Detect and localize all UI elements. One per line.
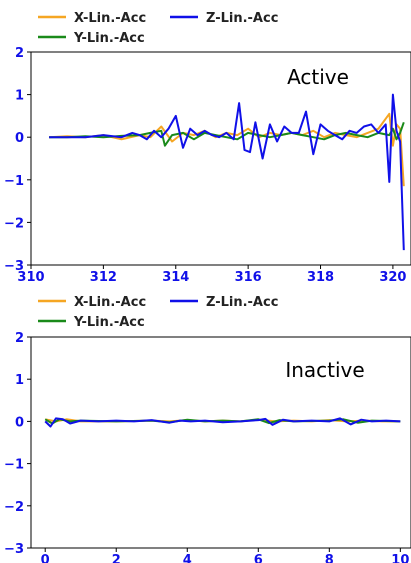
x-tick-label: 312	[90, 270, 117, 285]
y-tick-label: −2	[4, 216, 24, 231]
legend-label: Y-Lin.-Acc	[73, 315, 145, 330]
x-tick-label: 10	[391, 553, 409, 563]
y-tick-label: −3	[4, 542, 24, 557]
chart-active: X-Lin.-AccY-Lin.-AccZ-Lin.-Acc210−1−2−33…	[4, 11, 411, 285]
y-tick-label: −1	[4, 174, 24, 189]
series-line-x-lin-acc	[49, 112, 405, 187]
series-line-z-lin-acc	[44, 417, 401, 428]
x-tick-label: 310	[17, 270, 44, 285]
legend-label: Z-Lin.-Acc	[206, 295, 278, 310]
chart-inactive: X-Lin.-AccY-Lin.-AccZ-Lin.-Acc210−1−2−30…	[4, 295, 411, 563]
x-tick-label: 320	[379, 270, 406, 285]
legend-label: X-Lin.-Acc	[74, 11, 146, 26]
plot-frame	[30, 51, 411, 266]
x-tick-label: 318	[307, 270, 334, 285]
plot-frame	[30, 336, 411, 549]
y-tick-label: 0	[15, 131, 24, 146]
x-tick-label: 314	[162, 270, 189, 285]
x-tick-label: 0	[41, 553, 50, 563]
annotation-label: Active	[287, 65, 349, 89]
x-tick-label: 316	[235, 270, 262, 285]
series-line-z-lin-acc	[49, 93, 405, 251]
y-tick-label: 0	[15, 415, 24, 430]
legend-label: Y-Lin.-Acc	[73, 31, 145, 46]
y-tick-label: 2	[15, 331, 24, 346]
x-tick-label: 8	[325, 553, 334, 563]
y-tick-label: −2	[4, 500, 24, 515]
x-tick-label: 6	[254, 553, 263, 563]
y-tick-label: 2	[15, 46, 24, 61]
x-tick-label: 2	[112, 553, 121, 563]
legend-label: X-Lin.-Acc	[74, 295, 146, 310]
legend: X-Lin.-Acc Y-Lin.-Acc Z-Lin.-Acc	[38, 295, 278, 330]
y-tick-label: 1	[15, 373, 24, 388]
legend-label: Z-Lin.-Acc	[206, 11, 278, 26]
y-tick-label: 1	[15, 89, 24, 104]
x-tick-label: 4	[183, 553, 192, 563]
legend: X-Lin.-Acc Y-Lin.-Acc Z-Lin.-Acc	[38, 11, 278, 46]
y-tick-label: −3	[4, 259, 24, 274]
y-tick-label: −1	[4, 458, 24, 473]
annotation-label: Inactive	[285, 358, 364, 382]
